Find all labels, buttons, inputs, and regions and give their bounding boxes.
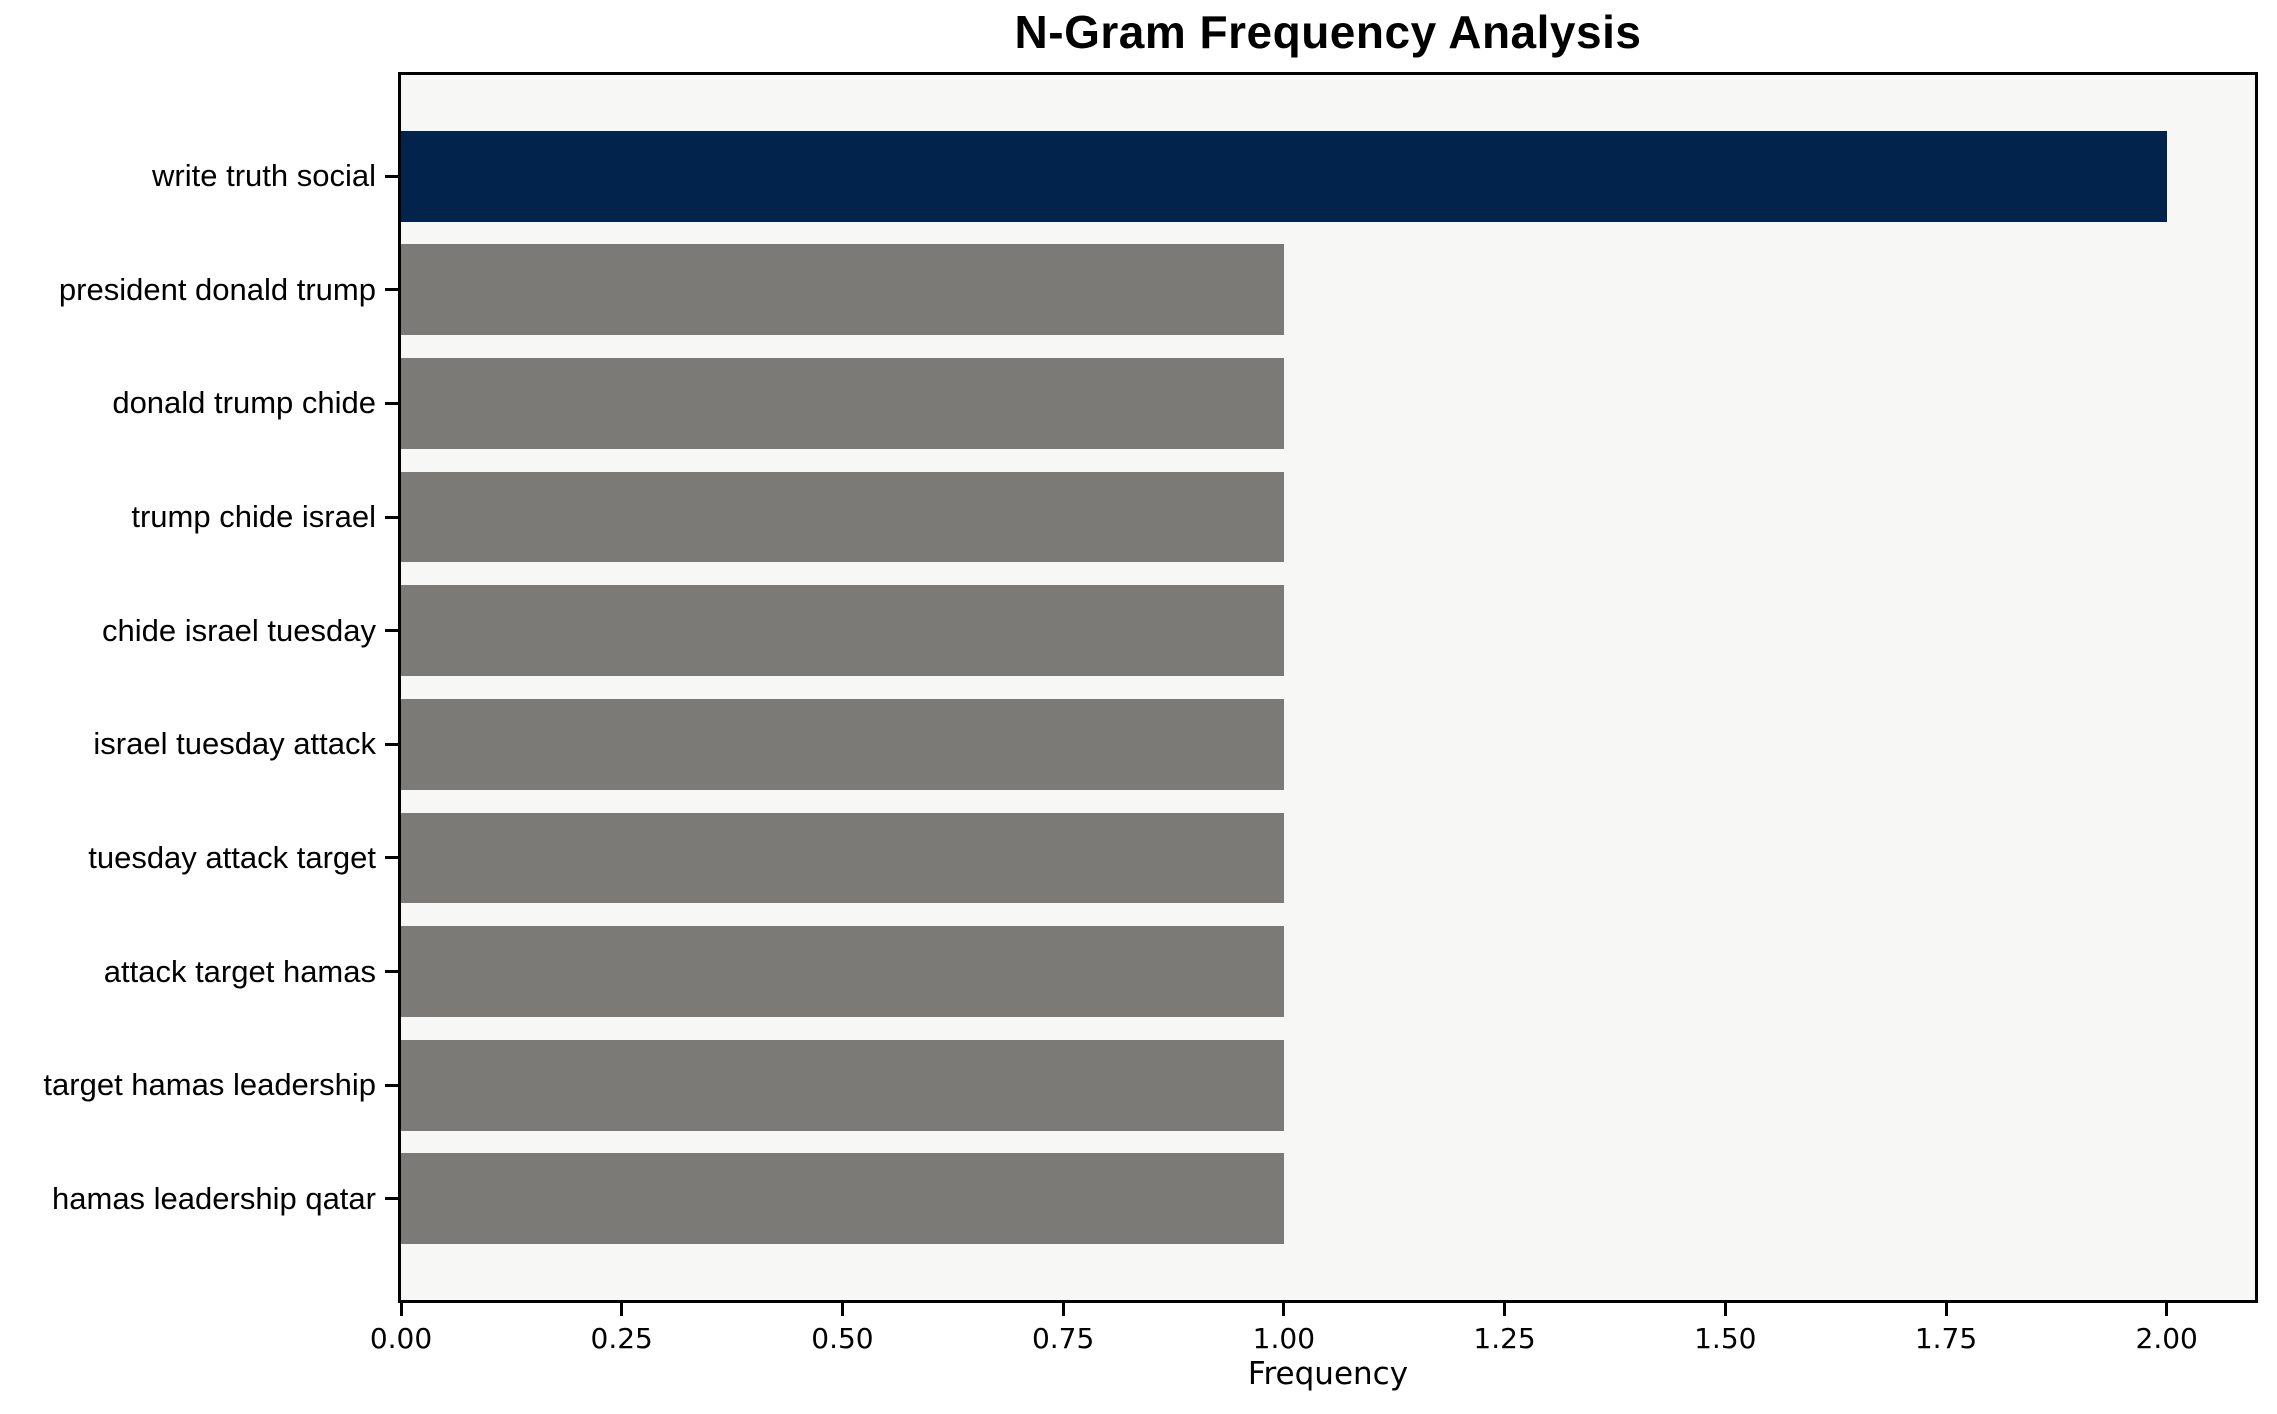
x-tick-label: 1.00 [1252, 1322, 1316, 1355]
x-tick-label: 1.50 [1694, 1322, 1757, 1355]
bar-israel-tuesday-attack [401, 698, 1284, 790]
x-tick-label: 2.00 [2135, 1322, 2198, 1355]
bar-donald-trump-chide [401, 357, 1284, 449]
bar-chide-israel-tuesday [401, 585, 1284, 677]
chart-title: N-Gram Frequency Analysis [1014, 6, 1642, 58]
y-axis-tick [385, 970, 398, 974]
x-axis-tick [1282, 1303, 1286, 1316]
x-axis-tick [2165, 1303, 2169, 1316]
bar-trump-chide-israel [401, 471, 1284, 563]
y-axis-tick [385, 174, 398, 178]
x-axis-tick [1503, 1303, 1507, 1316]
y-tick-label: trump chide israel [131, 499, 376, 535]
y-tick-label: attack target hamas [103, 953, 376, 989]
y-axis-tick [385, 856, 398, 860]
bar-tuesday-attack-target [401, 812, 1284, 904]
y-tick-label: tuesday attack target [88, 839, 376, 875]
x-tick-label: 0.75 [1031, 1322, 1095, 1355]
bar-attack-target-hamas [401, 926, 1284, 1018]
x-tick-label: 0.00 [369, 1322, 433, 1355]
x-tick-label: 0.25 [590, 1322, 653, 1355]
plot-area [398, 72, 2258, 1303]
y-axis-tick [385, 401, 398, 405]
x-axis-label: Frequency [1247, 1356, 1409, 1392]
x-axis-tick [1061, 1303, 1065, 1316]
x-tick-label: 0.50 [811, 1322, 874, 1355]
y-axis-tick [385, 1197, 398, 1201]
y-axis-tick [385, 288, 398, 292]
y-tick-label: write truth social [152, 158, 376, 194]
y-tick-label: israel tuesday attack [93, 726, 376, 762]
x-axis-tick [620, 1303, 624, 1316]
y-axis-tick [385, 629, 398, 633]
bar-president-donald-trump [401, 244, 1284, 336]
y-tick-label: donald trump chide [112, 385, 376, 421]
y-axis-tick [385, 515, 398, 519]
y-tick-label: target hamas leadership [43, 1067, 376, 1103]
y-axis-tick [385, 742, 398, 746]
y-tick-label: president donald trump [58, 271, 376, 307]
x-axis-tick [840, 1303, 844, 1316]
x-axis-tick [399, 1303, 403, 1316]
x-axis-tick [1723, 1303, 1727, 1316]
bar-target-hamas-leadership [401, 1039, 1284, 1131]
y-axis-tick [385, 1083, 398, 1087]
x-tick-label: 1.75 [1914, 1322, 1978, 1355]
bar-hamas-leadership-qatar [401, 1153, 1284, 1245]
bar-write-truth-social [401, 130, 2167, 222]
x-tick-label: 1.25 [1473, 1322, 1536, 1355]
y-tick-label: hamas leadership qatar [52, 1180, 376, 1216]
x-axis-tick [1944, 1303, 1948, 1316]
y-tick-label: chide israel tuesday [102, 612, 376, 648]
